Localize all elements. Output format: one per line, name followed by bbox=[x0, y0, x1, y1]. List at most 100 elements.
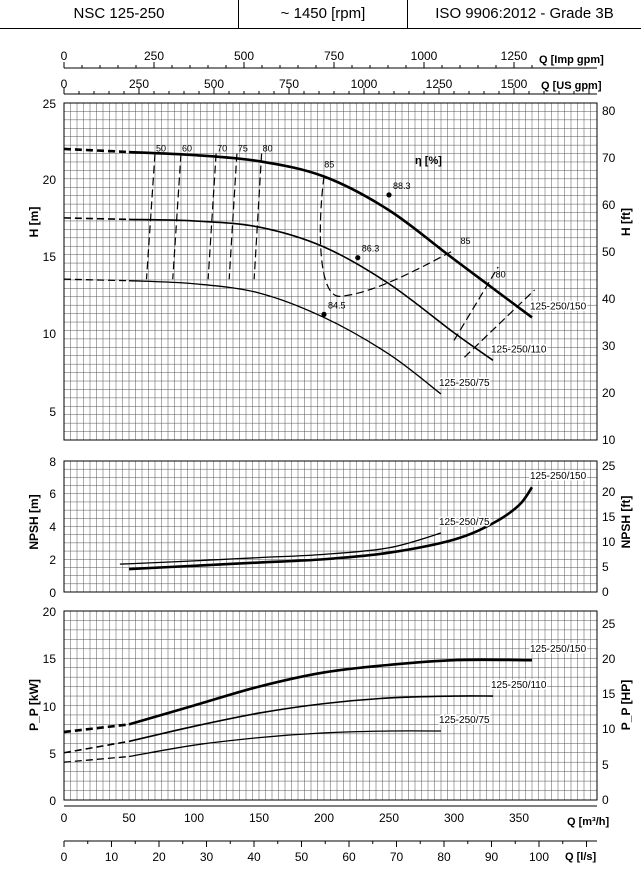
m3h-tick-label: 250 bbox=[379, 811, 399, 825]
h-ft-tick-label: 70 bbox=[602, 151, 616, 165]
efficiency-label: 85 bbox=[461, 236, 471, 246]
m3h-tick-label: 50 bbox=[122, 811, 136, 825]
p-kw-tick-label: 5 bbox=[49, 747, 56, 761]
h-ft-tick-label: 20 bbox=[602, 386, 616, 400]
curve-125-250-110 bbox=[128, 218, 494, 361]
h-ft-tick-label: 50 bbox=[602, 245, 616, 259]
p-hp-tick-label: 10 bbox=[602, 722, 616, 736]
efficiency-label: 80 bbox=[263, 144, 273, 154]
ls-tick-label: 100 bbox=[529, 850, 549, 864]
curve-dashed-125-250-150 bbox=[63, 723, 130, 734]
header-divider bbox=[238, 0, 239, 28]
efficiency-iso-line bbox=[463, 289, 536, 358]
curve-dashed-125-250-75 bbox=[63, 755, 130, 763]
us-gpm-tick-label: 250 bbox=[129, 77, 149, 91]
imp-gpm-tick-label: 1000 bbox=[411, 49, 438, 63]
ls-tick-label: 90 bbox=[485, 850, 499, 864]
curve-label: 125-250/75 bbox=[439, 517, 490, 528]
model-label: NSC 125-250 bbox=[73, 5, 165, 22]
curves-layer bbox=[63, 147, 536, 763]
npsh-ft-tick-label: 0 bbox=[602, 585, 609, 599]
efficiency-iso-line bbox=[172, 153, 182, 280]
p-kw-tick-label: 15 bbox=[43, 652, 57, 666]
curve-label: 125-250/75 bbox=[439, 378, 490, 389]
panel-frame bbox=[63, 460, 598, 593]
imp-gpm-tick-label: 500 bbox=[234, 49, 254, 63]
curve-label: 125-250/150 bbox=[530, 471, 587, 482]
m3h-tick-label: 300 bbox=[444, 811, 464, 825]
npsh-m-tick-label: 4 bbox=[49, 520, 56, 534]
h-m-tick-label: 25 bbox=[43, 97, 57, 111]
h-ft-tick-label: 30 bbox=[602, 339, 616, 353]
p-hp-tick-label: 5 bbox=[602, 758, 609, 772]
curve-125-250-110 bbox=[128, 695, 494, 743]
m3h-tick-label: 150 bbox=[249, 811, 269, 825]
panel-frame bbox=[63, 610, 598, 801]
m3h-tick-label: 200 bbox=[314, 811, 334, 825]
h-m-tick-label: 10 bbox=[43, 327, 57, 341]
p-kw-tick-label: 0 bbox=[49, 794, 56, 808]
curve-label: 125-250/110 bbox=[491, 680, 547, 691]
npsh-ft-tick-label: 25 bbox=[602, 459, 616, 473]
header-divider bbox=[407, 0, 408, 28]
p-hp-tick-label: 20 bbox=[602, 652, 616, 666]
efficiency-label: 70 bbox=[217, 144, 227, 154]
npsh-ft-tick-label: 5 bbox=[602, 560, 609, 574]
h-m-tick-label: 15 bbox=[43, 250, 57, 264]
npsh-m-tick-label: 0 bbox=[49, 586, 56, 600]
q-imp-axis-title: Q [Imp gpm] bbox=[539, 54, 604, 66]
curve-label: 125-250/150 bbox=[530, 644, 587, 655]
h-m-tick-label: 20 bbox=[43, 173, 57, 187]
q-m3h-axis-title: Q [m³/h] bbox=[567, 816, 609, 828]
efficiency-label: 60 bbox=[182, 144, 192, 154]
h-m-axis-title: H [m] bbox=[27, 207, 41, 238]
p-hp-tick-label: 25 bbox=[602, 617, 616, 631]
p-hp-axis-title: P_P [HP] bbox=[619, 680, 633, 730]
efficiency-iso-line bbox=[207, 153, 217, 280]
curve-dashed-125-250-150 bbox=[63, 147, 130, 154]
p-kw-tick-label: 10 bbox=[43, 700, 57, 714]
imp-gpm-tick-label: 0 bbox=[61, 49, 68, 63]
npsh-ft-tick-label: 15 bbox=[602, 510, 616, 524]
h-ft-tick-label: 80 bbox=[602, 104, 616, 118]
ls-tick-label: 80 bbox=[437, 850, 451, 864]
curve-125-250-75 bbox=[128, 730, 442, 758]
standard-label: ISO 9906:2012 - Grade 3B bbox=[435, 5, 614, 22]
curve-125-250-150 bbox=[128, 486, 534, 571]
npsh-ft-tick-label: 20 bbox=[602, 485, 616, 499]
p-kw-tick-label: 20 bbox=[43, 605, 57, 619]
npsh-ft-tick-label: 10 bbox=[602, 535, 616, 549]
npsh-m-axis-title: NPSH [m] bbox=[27, 494, 41, 549]
curve-125-250-150 bbox=[128, 658, 533, 726]
q-us-axis-title: Q [US gpm] bbox=[541, 80, 602, 92]
curve-dashed-125-250-110 bbox=[63, 740, 130, 754]
ls-tick-label: 60 bbox=[342, 850, 356, 864]
curve-label: 125-250/150 bbox=[530, 301, 587, 312]
bep-marker bbox=[321, 311, 327, 317]
h-m-tick-label: 5 bbox=[49, 405, 56, 419]
imp-gpm-tick-label: 750 bbox=[324, 49, 344, 63]
curve-125-250-75 bbox=[119, 532, 442, 565]
npsh-m-tick-label: 6 bbox=[49, 487, 56, 501]
m3h-tick-label: 350 bbox=[509, 811, 529, 825]
panel-frame bbox=[63, 102, 598, 441]
us-gpm-tick-label: 1000 bbox=[351, 77, 378, 91]
ls-tick-label: 10 bbox=[105, 850, 119, 864]
p-hp-tick-label: 15 bbox=[602, 687, 616, 701]
ls-tick-label: 0 bbox=[61, 850, 68, 864]
ls-tick-label: 20 bbox=[152, 850, 166, 864]
curve-label: 125-250/75 bbox=[439, 715, 490, 726]
speed-label: ~ 1450 [rpm] bbox=[280, 5, 366, 22]
us-gpm-tick-label: 750 bbox=[279, 77, 299, 91]
efficiency-label: 80 bbox=[496, 270, 506, 280]
efficiency-iso-line bbox=[253, 153, 263, 280]
curve-125-250-75 bbox=[128, 280, 442, 395]
efficiency-iso-line bbox=[319, 176, 452, 297]
imp-gpm-tick-label: 250 bbox=[144, 49, 164, 63]
h-ft-tick-label: 10 bbox=[602, 433, 616, 447]
npsh-m-tick-label: 8 bbox=[49, 455, 56, 469]
us-gpm-tick-label: 500 bbox=[204, 77, 224, 91]
bep-marker bbox=[355, 255, 361, 261]
efficiency-label: 88.3 bbox=[393, 181, 411, 191]
